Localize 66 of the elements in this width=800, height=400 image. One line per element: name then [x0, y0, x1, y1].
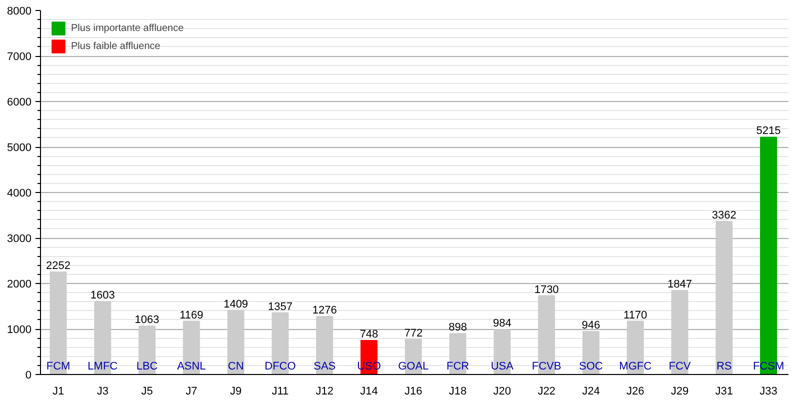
y-tick-label: 6000	[7, 96, 32, 108]
annotation: USA	[490, 360, 514, 372]
x-tick-label: J14	[360, 386, 378, 398]
legend-label: Plus faible affluence	[71, 40, 160, 52]
y-tick-label: 0	[25, 370, 32, 382]
x-tick-label: J9	[230, 386, 242, 398]
y-tick-label: 3000	[7, 233, 32, 245]
x-tick-label: J16	[404, 386, 422, 398]
annotation: FCV	[668, 360, 692, 372]
annotation: FCVB	[532, 360, 562, 372]
data-label: 1847	[668, 278, 692, 290]
bar	[316, 316, 334, 374]
y-tick-label: 1000	[7, 324, 32, 336]
annotation: SOC	[579, 360, 603, 372]
annotation: LMFC	[88, 360, 118, 372]
bar	[138, 326, 156, 374]
x-tick-label: J12	[316, 386, 334, 398]
y-tick-label: 7000	[7, 51, 32, 63]
data-label: 3362	[712, 210, 736, 222]
y-tick-label: 8000	[7, 6, 32, 18]
annotation: DFCO	[264, 360, 296, 372]
bar	[227, 310, 244, 374]
data-label: 5215	[756, 125, 781, 138]
data-label: 772	[404, 327, 423, 340]
annotation: ASNL	[177, 360, 206, 372]
data-label: 1603	[90, 290, 115, 302]
legend-label: Plus importante affluence	[71, 22, 184, 34]
data-label: 1730	[534, 284, 559, 296]
x-tick-label: J18	[448, 386, 467, 398]
x-tick-label: J20	[493, 386, 512, 398]
annotation: FCR	[446, 360, 470, 372]
data-label: 898	[448, 322, 467, 334]
x-tick-label: J5	[141, 386, 153, 398]
x-tick-label: J24	[582, 386, 600, 398]
data-label: 946	[582, 319, 600, 332]
bar	[449, 333, 466, 374]
x-tick-label: J7	[186, 386, 198, 398]
data-label: 748	[360, 328, 378, 340]
bar	[716, 221, 733, 374]
x-tick-label: J1	[52, 386, 64, 398]
data-label: 984	[492, 318, 512, 330]
annotation: GOAL	[398, 360, 429, 372]
data-label: 1357	[268, 300, 292, 313]
data-label: 1276	[312, 304, 337, 316]
annotation: SAS	[314, 360, 336, 372]
annotation: FCM	[46, 360, 70, 372]
data-label: 2252	[46, 260, 71, 272]
x-tick-label: J22	[538, 386, 556, 398]
x-tick-label: J11	[272, 386, 289, 398]
annotation: MGFC	[619, 360, 652, 372]
bar	[671, 290, 688, 374]
x-tick-label: J29	[670, 386, 689, 398]
y-tick-label: 2000	[7, 278, 32, 290]
x-tick-label: J26	[626, 386, 644, 398]
x-tick-label: J33	[760, 386, 778, 398]
data-label: 1063	[134, 314, 160, 326]
y-tick-label: 4000	[7, 188, 32, 200]
x-tick-label: J31	[715, 386, 734, 398]
annotation: CN	[228, 360, 244, 372]
data-label: 1169	[180, 309, 204, 322]
annotation: LBC	[136, 360, 158, 372]
data-label: 1409	[224, 298, 248, 310]
data-label: 1170	[624, 309, 648, 322]
x-tick-label: J3	[96, 386, 108, 398]
y-tick-label: 5000	[7, 142, 32, 154]
annotation: RS	[716, 360, 732, 372]
